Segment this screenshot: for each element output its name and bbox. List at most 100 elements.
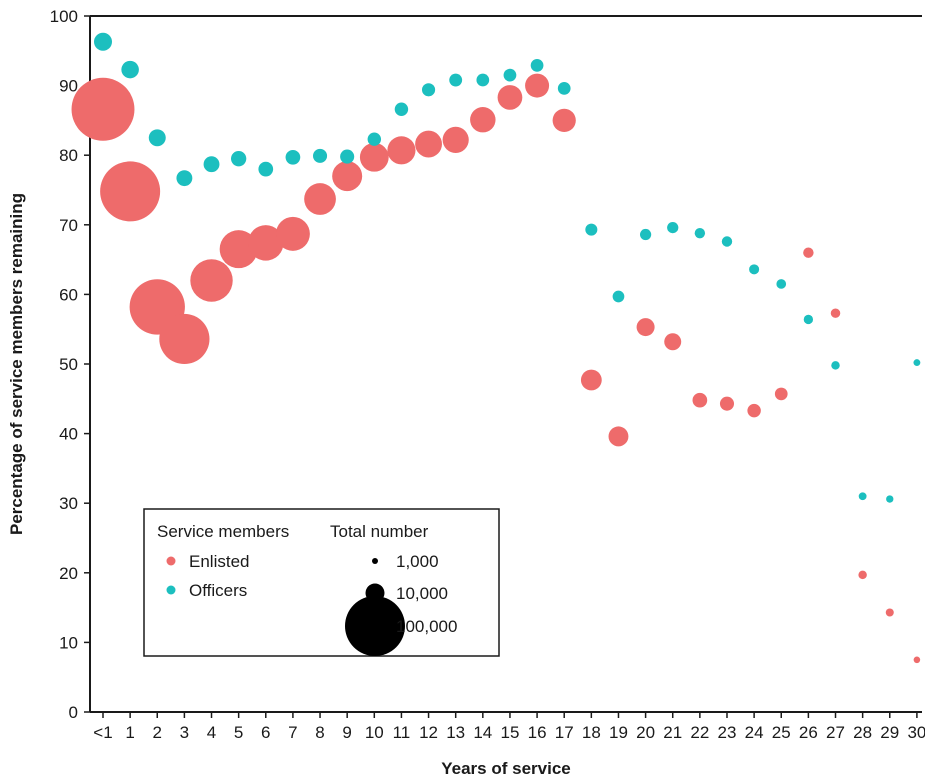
x-tick-label: 24 bbox=[745, 723, 764, 742]
point-enlisted bbox=[497, 85, 523, 110]
legend-group-title: Service members bbox=[157, 522, 289, 541]
x-tick-label: 13 bbox=[446, 723, 465, 742]
y-tick-label: 90 bbox=[59, 77, 78, 96]
x-axis-title: Years of service bbox=[441, 759, 570, 778]
legend-size-entries: 1,000 10,000 100,000 bbox=[345, 552, 457, 656]
x-tick-label: 11 bbox=[393, 723, 411, 742]
y-tick-label: 10 bbox=[59, 633, 78, 652]
point-enlisted bbox=[885, 608, 894, 617]
legend-size-marker bbox=[345, 596, 405, 656]
point-enlisted bbox=[219, 230, 258, 269]
x-tick-label: 7 bbox=[288, 723, 297, 742]
point-enlisted bbox=[71, 77, 135, 141]
legend-label-enlisted: Enlisted bbox=[189, 552, 249, 571]
point-enlisted bbox=[387, 136, 416, 165]
point-enlisted bbox=[304, 183, 336, 215]
legend: Service members Enlisted Officers Total … bbox=[143, 508, 500, 657]
point-officers bbox=[476, 73, 490, 87]
point-officers bbox=[831, 361, 840, 370]
legend-size-label: 10,000 bbox=[396, 584, 448, 603]
x-tick-label: 23 bbox=[718, 723, 737, 742]
point-enlisted bbox=[470, 106, 496, 133]
y-tick-label: 20 bbox=[59, 564, 78, 583]
x-tick-label: 25 bbox=[772, 723, 791, 742]
x-tick-label: 6 bbox=[261, 723, 270, 742]
point-officers bbox=[258, 161, 274, 177]
point-officers bbox=[913, 359, 921, 367]
point-officers bbox=[530, 59, 544, 72]
point-officers bbox=[313, 148, 328, 163]
point-officers bbox=[803, 314, 814, 325]
legend-size-title: Total number bbox=[330, 522, 429, 541]
point-officers bbox=[340, 149, 355, 164]
point-officers bbox=[176, 170, 193, 187]
point-enlisted bbox=[747, 403, 761, 418]
point-enlisted bbox=[913, 656, 921, 664]
legend-size-label: 100,000 bbox=[396, 617, 457, 636]
x-tick-label: 12 bbox=[419, 723, 438, 742]
point-officers bbox=[557, 82, 571, 95]
x-tick-label: 30 bbox=[907, 723, 925, 742]
y-axis-title: Percentage of service members remaining bbox=[7, 193, 26, 535]
x-tick-label: 27 bbox=[826, 723, 845, 742]
x-tick-label: 20 bbox=[636, 723, 655, 742]
x-tick-label: 3 bbox=[180, 723, 189, 742]
point-enlisted bbox=[692, 392, 708, 408]
point-officers bbox=[394, 102, 409, 116]
x-tick-label: 15 bbox=[500, 723, 519, 742]
y-tick-label: 70 bbox=[59, 216, 78, 235]
y-tick-label: 30 bbox=[59, 494, 78, 513]
x-tick-label: 16 bbox=[528, 723, 547, 742]
x-tick-label: 9 bbox=[342, 723, 351, 742]
point-enlisted bbox=[830, 308, 841, 318]
point-officers bbox=[503, 68, 517, 82]
x-tick-label: 26 bbox=[799, 723, 818, 742]
point-officers bbox=[94, 32, 112, 51]
x-tick-label: 2 bbox=[153, 723, 162, 742]
point-enlisted bbox=[664, 333, 682, 351]
point-officers bbox=[749, 264, 760, 275]
x-tick-label: <1 bbox=[93, 723, 112, 742]
x-tick-label: 28 bbox=[853, 723, 872, 742]
point-enlisted bbox=[858, 570, 867, 580]
point-officers bbox=[585, 223, 598, 236]
point-enlisted bbox=[774, 387, 788, 401]
x-tick-label: 21 bbox=[663, 723, 682, 742]
point-officers bbox=[121, 60, 139, 79]
data-points bbox=[71, 32, 921, 664]
y-tick-label: 100 bbox=[50, 7, 78, 26]
x-tick-label: 8 bbox=[315, 723, 324, 742]
point-enlisted bbox=[275, 216, 310, 251]
point-enlisted bbox=[159, 313, 210, 365]
legend-size-label: 1,000 bbox=[396, 552, 439, 571]
point-officers bbox=[858, 492, 867, 501]
point-enlisted bbox=[803, 247, 814, 258]
legend-box bbox=[143, 508, 500, 657]
y-ticks: 0 10 20 30 40 50 60 70 80 90 100 bbox=[50, 7, 90, 722]
x-tick-label: 18 bbox=[582, 723, 601, 742]
point-officers bbox=[639, 228, 652, 241]
y-tick-label: 40 bbox=[59, 425, 78, 444]
point-enlisted bbox=[608, 426, 629, 447]
point-officers bbox=[285, 149, 301, 165]
point-enlisted bbox=[248, 225, 284, 261]
x-ticks: <1 1 2 3 4 5 6 7 8 9 10 11 12 13 14 15 16 17 18 19 20 21 22 23 2… bbox=[93, 712, 925, 742]
point-enlisted bbox=[442, 126, 469, 153]
point-officers bbox=[421, 83, 436, 97]
point-enlisted bbox=[190, 259, 233, 302]
x-tick-label: 4 bbox=[207, 723, 216, 742]
point-officers bbox=[449, 73, 463, 87]
legend-label-officers: Officers bbox=[189, 581, 247, 600]
point-officers bbox=[612, 290, 625, 303]
point-officers bbox=[667, 221, 679, 234]
point-enlisted bbox=[100, 161, 161, 222]
x-tick-label: 10 bbox=[365, 723, 384, 742]
x-tick-label: 5 bbox=[234, 723, 243, 742]
y-tick-label: 80 bbox=[59, 146, 78, 165]
point-enlisted bbox=[636, 318, 655, 337]
x-tick-label: 1 bbox=[125, 723, 134, 742]
x-tick-label: 19 bbox=[609, 723, 628, 742]
y-tick-label: 60 bbox=[59, 285, 78, 304]
point-officers bbox=[886, 495, 894, 503]
